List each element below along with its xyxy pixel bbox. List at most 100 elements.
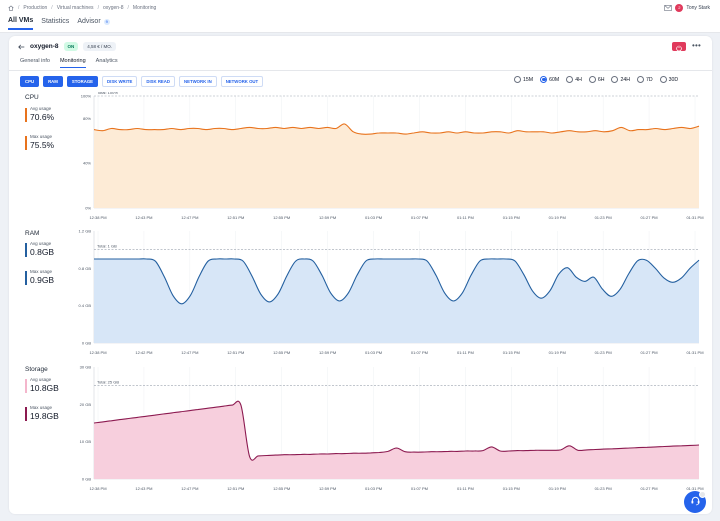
radio-circle — [514, 76, 521, 83]
storage-x-tick-label: 12:43 PM — [135, 486, 152, 491]
metric-network-in-button[interactable]: NETWORK IN — [179, 76, 217, 87]
ram-x-tick-label: 01:27 PM — [641, 350, 658, 355]
range-label: 15M — [523, 76, 534, 83]
user-menu[interactable]: 2 Tony Stark — [664, 4, 710, 12]
range-6h[interactable]: 6H — [588, 76, 605, 83]
time-range-selector: 15M 60M 4H 6H 24H 7D 30D — [514, 76, 678, 83]
notification-badge[interactable]: 2 — [675, 4, 684, 12]
breadcrumb-item-production[interactable]: Production — [23, 5, 48, 11]
range-label: 6H — [597, 76, 605, 83]
arrow-left-icon[interactable] — [18, 44, 25, 50]
tab-all-vms[interactable]: All VMs — [8, 17, 34, 30]
ram-x-tick-label: 12:55 PM — [273, 350, 290, 355]
storage-max-marker — [25, 407, 27, 421]
storage-x-tick-label: 01:03 PM — [365, 486, 382, 491]
home-icon[interactable] — [8, 5, 14, 11]
ram-x-tick-label: 12:38 PM — [89, 350, 106, 355]
tab-label: Advisor — [77, 18, 101, 25]
tab-general-info[interactable]: General info — [20, 58, 50, 64]
storage-y-tick-label: 10 GB — [80, 439, 92, 444]
range-7d[interactable]: 7D — [637, 76, 653, 83]
cpu-x-tick-label: 12:51 PM — [227, 215, 244, 220]
ram-x-tick-label: 12:51 PM — [227, 350, 244, 355]
storage-total-label: Total: 25 GB — [97, 380, 119, 385]
ram-y-tick-label: 1.2 GB — [79, 229, 92, 234]
tab-analytics[interactable]: Analytics — [95, 58, 118, 64]
range-4h[interactable]: 4H — [566, 76, 582, 83]
ram-chart[interactable]: 0 GB 0.4 GB 0.8 GB 1.2 GB 12:38 PM 12:42 PM 12… — [67, 227, 707, 357]
tab-label: All VMs — [8, 17, 34, 24]
storage-chart[interactable]: 0 GB 10 GB 20 GB 30 GB 12:38 PM 12:43 PM 12:47… — [67, 363, 707, 493]
ram-total-label: Total: 1 GB — [97, 244, 117, 249]
metric-network-out-button[interactable]: NETWORK OUT — [220, 76, 264, 87]
metric-disk-read-button[interactable]: DISK READ — [141, 76, 175, 87]
cpu-x-tick-label: 01:27 PM — [641, 215, 658, 220]
metric-ram-button[interactable]: RAM — [43, 76, 63, 87]
cpu-x-tick-label: 01:15 PM — [503, 215, 520, 220]
ram-x-tick-label: 01:31 PM — [686, 350, 703, 355]
cpu-x-tick-label: 01:31 PM — [686, 215, 703, 220]
range-60m[interactable]: 60M — [540, 76, 559, 83]
cpu-x-tick-label: 12:38 PM — [89, 215, 106, 220]
ram-x-tick-label: 12:59 PM — [319, 350, 336, 355]
ram-series-line — [93, 258, 700, 305]
storage-y-tick-label: 0 GB — [82, 477, 91, 482]
metric-cpu-button[interactable]: CPU — [20, 76, 40, 87]
cpu-x-tick-label: 01:11 PM — [457, 215, 474, 220]
breadcrumb-separator: / — [127, 5, 129, 11]
cpu-max-stat: Max usage 75.5% — [25, 134, 54, 150]
cpu-max-marker — [25, 136, 27, 150]
range-24h[interactable]: 24H — [611, 76, 630, 83]
cpu-avg-value: 70.6% — [30, 112, 55, 122]
storage-title: Storage — [25, 366, 48, 373]
cpu-series-line — [93, 123, 700, 135]
range-label: 24H — [620, 76, 630, 83]
tab-label: Statistics — [41, 18, 70, 25]
ram-x-tick-label: 01:19 PM — [549, 350, 566, 355]
mail-icon[interactable] — [664, 5, 673, 11]
storage-max-value: 19.8GB — [30, 411, 59, 421]
metric-storage-button[interactable]: STORAGE — [66, 76, 99, 87]
range-15m[interactable]: 15M — [514, 76, 533, 83]
ram-max-label: Max usage — [30, 269, 53, 274]
vm-header: oxygen-8 ON 4,58 € / MO. — [18, 42, 117, 51]
tab-advisor[interactable]: Advisor 9 — [77, 17, 110, 30]
ram-max-marker — [25, 271, 27, 285]
metric-toggle-group: CPU RAM STORAGE DISK WRITE DISK READ NET… — [20, 76, 264, 87]
cpu-x-tick-label: 01:23 PM — [595, 215, 612, 220]
storage-chart-svg: 0 GB 10 GB 20 GB 30 GB 12:38 PM 12:43 PM 12:47… — [80, 365, 704, 492]
storage-x-tick-label: 01:31 PM — [686, 486, 703, 491]
cpu-x-tick-label: 01:19 PM — [549, 215, 566, 220]
tab-monitoring[interactable]: Monitoring — [59, 58, 86, 68]
cpu-avg-label: Avg usage — [30, 106, 52, 111]
cpu-max-label: Max usage — [30, 134, 53, 139]
power-button[interactable] — [672, 42, 686, 51]
storage-x-tick-label: 01:11 PM — [457, 486, 474, 491]
range-30d[interactable]: 30D — [659, 76, 678, 83]
storage-y-tick-label: 20 GB — [80, 402, 92, 407]
vm-card: oxygen-8 ON 4,58 € / MO. • • • General i… — [9, 36, 712, 514]
breadcrumb-item-vm[interactable]: oxygen-8 — [102, 5, 124, 11]
more-dots-icon[interactable]: • • • — [692, 41, 701, 50]
ram-y-tick-label: 0.8 GB — [79, 266, 92, 271]
storage-avg-stat: Avg usage 10.8GB — [25, 377, 59, 393]
breadcrumb: / Production / Virtual machines / oxygen… — [8, 5, 156, 11]
user-name[interactable]: Tony Stark — [686, 5, 710, 11]
metric-disk-write-button[interactable]: DISK WRITE — [102, 76, 138, 87]
cpu-max-value: 75.5% — [30, 140, 55, 150]
range-label: 7D — [646, 76, 653, 83]
cpu-y-tick-label: 0% — [85, 206, 91, 211]
ram-max-stat: Max usage 0.9GB — [25, 269, 54, 285]
headset-icon — [690, 493, 701, 511]
cpu-area — [94, 123, 699, 208]
storage-x-tick-label: 01:19 PM — [549, 486, 566, 491]
range-label: 4H — [575, 76, 582, 83]
breadcrumb-item-virtual-machines[interactable]: Virtual machines — [56, 5, 94, 11]
tab-statistics[interactable]: Statistics — [41, 17, 69, 30]
cpu-chart[interactable]: 0% 40% 80% 100% 12:38 PM 12:43 PM 12:47 PM 12:5… — [67, 92, 707, 222]
storage-max-stat: Max usage 19.8GB — [25, 405, 59, 421]
ram-avg-marker — [25, 243, 27, 257]
storage-area — [94, 401, 699, 479]
help-button[interactable] — [684, 491, 706, 513]
storage-avg-marker — [25, 379, 27, 393]
